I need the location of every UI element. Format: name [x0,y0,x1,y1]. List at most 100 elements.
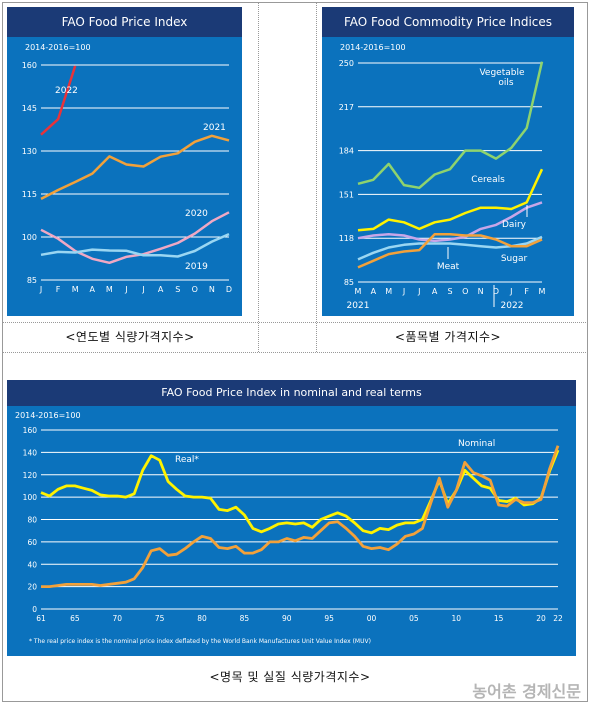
x-tick-label: 95 [324,614,334,623]
series-label-real: Real* [175,455,199,465]
series-line-2022 [40,65,77,136]
series-line-vegetable-oils [357,61,544,190]
yearly-chart-units: 2014-2016=100 [25,43,91,52]
x-tick-label: M [72,285,79,294]
commodity-chart-caption: <품목별 가격지수> [394,330,502,344]
x-tick-label: J [141,285,144,294]
watermark: 농어촌 경제신문 [472,682,581,701]
x-tick-label: A [90,285,96,294]
y-tick-label: 118 [339,234,354,243]
x-tick-label: M [385,287,392,296]
series-label-2020: 2020 [185,209,208,219]
y-tick-label: 160 [22,61,37,70]
y-tick-label: 250 [339,59,354,68]
x-tick-label: M [106,285,113,294]
commodity-chart-title: FAO Food Commodity Price Indices [322,7,574,37]
y-tick-label: 217 [339,103,354,112]
nominal-real-chart-plot: 0 20 40 60 80 100 120 140 160 61 65 70 75 80 85 90 95 00 0… [23,426,563,623]
x-tick-label: 15 [494,614,504,623]
x-tick-label: 75 [155,614,165,623]
commodity-chart-units: 2014-2016=100 [340,43,406,52]
nominal-real-chart-units: 2014-2016=100 [15,411,81,420]
x-tick-label: 20 [536,614,546,623]
series-label-sugar: Sugar [501,254,528,264]
y-tick-label: 130 [22,147,37,156]
y-tick-label: 151 [339,190,354,199]
series-label-cereals: Cereals [471,175,505,185]
series-label-nominal: Nominal [458,439,495,449]
x-tick-label: M [539,287,546,296]
x-tick-label: O [462,287,468,296]
x-tick-label: D [493,287,499,296]
y-tick-label: 80 [27,516,37,525]
series-line-cereals [357,168,544,232]
series-label-2019: 2019 [185,262,208,272]
series-line-sugar [357,232,543,269]
x-tick-label: D [226,285,232,294]
x-tick-label: A [371,287,377,296]
y-tick-label: 0 [32,605,37,614]
series-label-oils: oils [498,78,514,88]
series-label-vegetable: Vegetable [479,68,525,78]
x-tick-label: S [175,285,180,294]
x-tick-label: 05 [409,614,419,623]
series-label-dairy: Dairy [502,220,527,230]
yearly-chart-title: FAO Food Price Index [7,7,242,37]
frame-divider-h1 [2,322,588,323]
x-tick-label: 00 [367,614,377,623]
y-tick-label: 100 [23,493,38,502]
series-label-2022: 2022 [55,86,78,96]
y-tick-label: 160 [23,426,38,435]
nominal-real-chart-title: FAO Food Price Index in nominal and real… [7,380,576,406]
series-label-2021: 2021 [203,123,226,133]
y-tick-label: 184 [339,147,354,156]
frame-divider-h2 [2,352,588,353]
x-tick-label: 85 [240,614,250,623]
commodity-chart-panel: FAO Food Commodity Price Indices 2014-20… [322,7,574,316]
series-line-nominal [41,445,560,588]
x-tick-label: A [432,287,438,296]
series-line-2021 [40,134,230,201]
y-tick-label: 85 [344,278,354,287]
x-tick-label: 80 [197,614,207,623]
frame-divider-vertical [258,2,259,352]
frame-divider-vertical-2 [316,2,317,352]
series-line-real- [40,449,560,535]
y-tick-label: 85 [27,276,37,285]
y-tick-label: 120 [23,471,38,480]
x-group-label-2021: 2021 [347,301,370,311]
yearly-chart-caption: <연도별 식량가격지수> [65,330,195,344]
x-tick-label: M [355,287,362,296]
x-tick-label: J [124,285,127,294]
nominal-real-footnote: * The real price index is the nominal pr… [29,638,371,645]
series-line-2020 [40,211,230,265]
y-tick-label: 100 [22,233,37,242]
x-tick-label: J [402,287,405,296]
series-line-2019 [40,232,230,258]
x-tick-label: F [524,287,529,296]
x-tick-label: A [158,285,164,294]
y-tick-label: 140 [23,448,38,457]
x-group-label-2022: 2022 [501,301,524,311]
y-tick-label: 20 [27,583,37,592]
yearly-chart-panel: FAO Food Price Index 2014-2016=100 85 100… [7,7,242,316]
series-line-dairy [357,201,543,243]
x-tick-label: 90 [282,614,292,623]
x-tick-label: 61 [36,614,46,623]
nominal-real-chart-panel: FAO Food Price Index in nominal and real… [7,380,576,656]
x-tick-label: O [192,285,198,294]
series-label-meat: Meat [437,262,460,272]
x-tick-label: 65 [70,614,80,623]
y-tick-label: 60 [27,538,37,547]
x-tick-label: 10 [452,614,462,623]
nominal-real-chart-caption: <명목 및 실질 식량가격지수> [209,670,371,684]
y-tick-label: 40 [27,560,37,569]
x-tick-label: S [447,287,452,296]
x-tick-label: F [56,285,61,294]
x-tick-label: N [209,285,215,294]
x-tick-label: J [509,287,512,296]
x-tick-label: N [478,287,484,296]
x-tick-label: 70 [113,614,123,623]
x-tick-label: 22 [553,614,563,623]
